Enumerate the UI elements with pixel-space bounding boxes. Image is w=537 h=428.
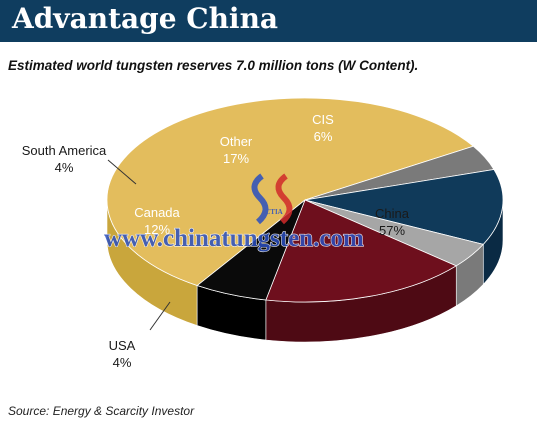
slice-label-other: Other [220, 134, 253, 149]
watermark-logo-icon-2 [275, 173, 293, 225]
slice-value-cis: 6% [314, 129, 333, 144]
slice-label-canada: Canada [134, 205, 180, 220]
slice-value-south-america: 4% [55, 160, 74, 175]
chart-source: Source: Energy & Scarcity Investor [8, 404, 195, 418]
watermark: CTIA www.chinatungsten.com [103, 173, 365, 253]
slice-label-usa: USA [109, 338, 136, 353]
slice-labels: China 57% USA 4% Canada 12% South America 4% Oth… [22, 112, 410, 370]
slice-value-china: 57% [379, 223, 405, 238]
leader-line-south-america [107, 159, 137, 185]
slice-label-china: China [375, 206, 410, 221]
pie-slice-china [106, 97, 475, 286]
watermark-logo-text: CTIA [265, 208, 283, 216]
pie-top [106, 97, 504, 303]
watermark-logo-icon [251, 173, 269, 225]
slice-value-other: 17% [223, 151, 249, 166]
page-title: Advantage China [12, 2, 279, 35]
pie-sides [106, 199, 504, 343]
slice-label-cis: CIS [312, 112, 334, 127]
leader-lines [107, 159, 171, 331]
pie-slice-other [265, 199, 458, 303]
chart-title: Estimated world tungsten reserves 7.0 mi… [8, 58, 419, 73]
slice-value-canada: 12% [144, 222, 170, 237]
watermark-text: www.chinatungsten.com [104, 225, 364, 252]
slice-label-south-america: South America [22, 143, 107, 158]
leader-line-usa [149, 301, 171, 331]
header-banner: Advantage China [0, 0, 537, 42]
pie-slice-cis [196, 198, 306, 301]
pie-slice-canada [304, 169, 504, 245]
slice-value-usa: 4% [113, 355, 132, 370]
